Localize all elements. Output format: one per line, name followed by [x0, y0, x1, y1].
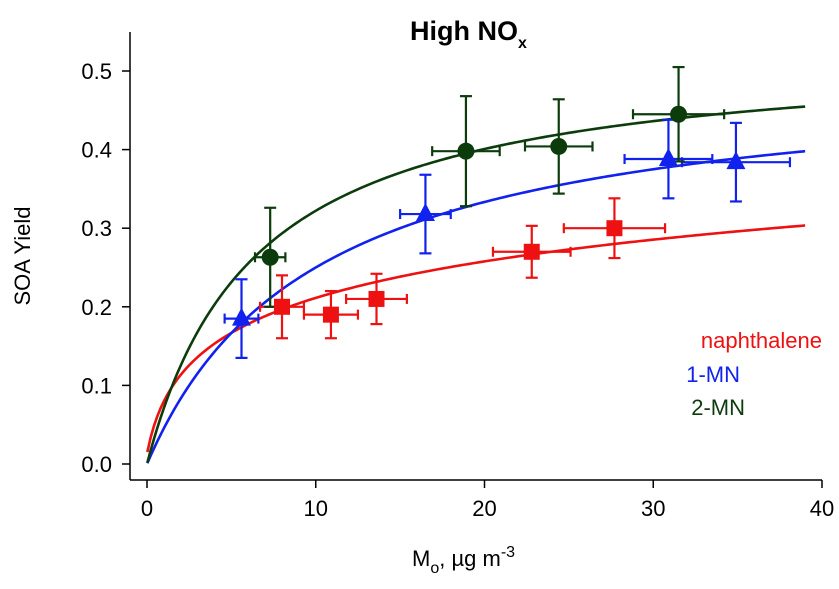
y-ticks: 0.0 0.1 0.2 0.3 0.4 0.5: [81, 59, 130, 477]
x-axis-title-main: M: [412, 546, 430, 571]
legend-label-naphthalene: naphthalene: [701, 328, 822, 353]
x-axis-title-subscript: o: [430, 560, 439, 577]
y-tick-label: 0.0: [81, 452, 112, 477]
legend-label-1-mn: 1-MN: [686, 362, 740, 387]
y-tick-label: 0.4: [81, 138, 112, 163]
data-point-naphthalene: [368, 290, 385, 307]
x-axis-title-rest: , µg m: [439, 546, 501, 571]
data-point-2-mn: [670, 105, 688, 123]
data-markers: [232, 105, 746, 326]
x-ticks: 0 10 20 30 40: [141, 480, 834, 521]
data-point-2-mn: [261, 248, 279, 266]
data-point-1-mn: [726, 151, 746, 170]
error-bars: [223, 65, 792, 359]
data-point-naphthalene: [322, 306, 339, 323]
x-tick-label: 10: [304, 496, 328, 521]
y-tick-label: 0.5: [81, 59, 112, 84]
x-axis-title: Mo, µg m-3: [412, 544, 515, 577]
x-tick-label: 20: [472, 496, 496, 521]
x-axis-title-superscript: -3: [501, 544, 515, 561]
data-point-naphthalene: [274, 298, 290, 315]
data-point-naphthalene: [606, 220, 623, 237]
data-point-1-mn: [658, 148, 678, 167]
data-point-2-mn: [457, 142, 475, 160]
y-tick-label: 0.2: [81, 295, 112, 320]
fit-curve-naphthalene: [146, 224, 806, 453]
data-point-1-mn: [415, 203, 435, 222]
legend: naphthalene 1-MN 2-MN: [686, 328, 822, 420]
data-point-1-mn: [232, 307, 251, 326]
fit-curve-1-mn: [146, 149, 806, 464]
data-point-naphthalene: [523, 243, 540, 260]
y-axis-title: SOA Yield: [10, 206, 35, 305]
x-tick-label: 40: [810, 496, 834, 521]
chart-title-main: High NO: [410, 16, 518, 46]
y-tick-label: 0.1: [81, 373, 112, 398]
legend-label-2-mn: 2-MN: [691, 395, 745, 420]
y-tick-label: 0.3: [81, 216, 112, 241]
chart-title: High NOx: [410, 16, 527, 52]
x-tick-label: 0: [141, 496, 153, 521]
x-tick-label: 30: [641, 496, 665, 521]
data-point-2-mn: [550, 137, 568, 155]
chart-title-subscript: x: [518, 35, 527, 52]
